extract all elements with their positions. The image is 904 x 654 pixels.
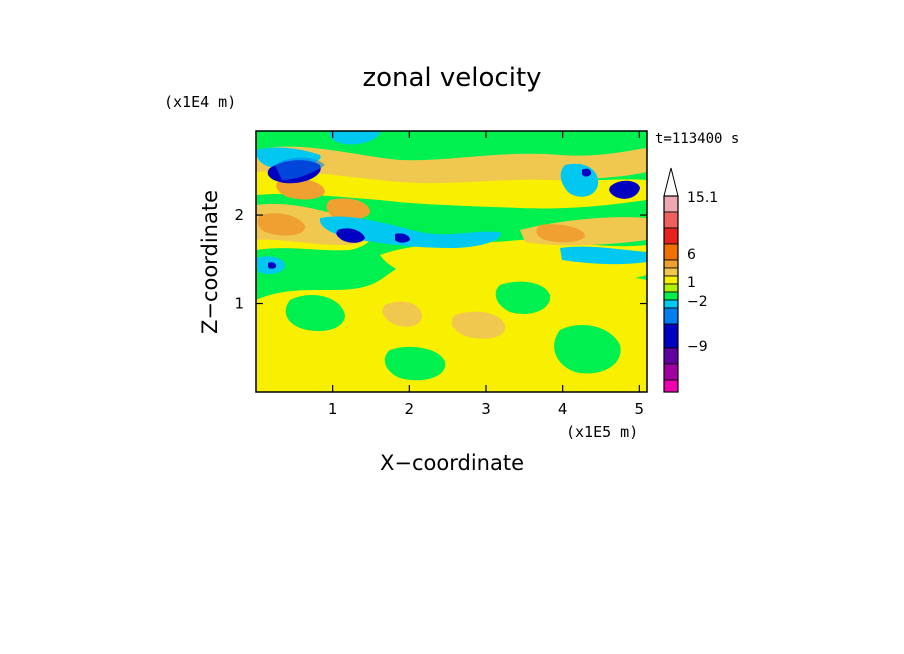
colorbar-segment (663, 307, 679, 325)
field-navy-blob-2 (336, 228, 365, 243)
heatmap-field (256, 131, 647, 392)
colorbar-segment (663, 323, 679, 349)
x-tick-label: 3 (481, 400, 491, 418)
colorbar-segment (663, 227, 679, 245)
colorbar-segment (663, 379, 679, 393)
colorbar-label-2: 1 (687, 275, 696, 291)
field-yellow-upper (256, 171, 647, 209)
field-navy-blob-6 (268, 262, 277, 269)
x-tick-label: 2 (405, 400, 415, 418)
colorbar-segment (663, 243, 679, 261)
colorbar-segment (663, 267, 679, 277)
colorbar-segment (663, 299, 679, 309)
field-green-patch-1 (285, 295, 345, 332)
field-dark-orange-3 (276, 178, 325, 200)
field-orange-lower-1 (382, 301, 422, 327)
field-green-patch-4 (384, 346, 446, 381)
field-cyan-band (319, 216, 501, 248)
field-navy-blob-3 (395, 233, 410, 243)
colorbar-label-0: 15.1 (687, 190, 718, 206)
colorbar-segment (663, 275, 679, 285)
colorbar-label-4: −9 (687, 339, 708, 355)
field-cyan-lower-right (560, 246, 647, 265)
colorbar-segment (663, 283, 679, 293)
x-tick-label: 4 (558, 400, 568, 418)
x-tick-label: 1 (328, 400, 338, 418)
field-blue-blob-1 (275, 157, 325, 180)
colorbar-frame (663, 195, 679, 393)
y-axis-label: Z−coordinate (198, 190, 222, 334)
colorbar-max-arrow (663, 167, 679, 197)
colorbar (663, 167, 679, 393)
field-yellow-bottom-left (256, 333, 341, 392)
colorbar-segment (663, 363, 679, 381)
field-green-patch-2 (495, 281, 551, 315)
colorbar-label-1: 6 (687, 247, 696, 263)
x-axis-label: X−coordinate (380, 451, 524, 475)
field-cyan-top (329, 131, 380, 145)
colorbar-segment (663, 211, 679, 229)
field-dark-orange-2 (326, 198, 370, 220)
x-tick-label: 5 (635, 400, 645, 418)
x-axis-ticks: 1 2 3 4 5 (328, 131, 644, 418)
field-orange-lower-2 (451, 311, 506, 339)
y-tick-label: 1 (234, 295, 244, 313)
field-navy-blob-4 (609, 180, 640, 199)
colorbar-segment (663, 291, 679, 301)
y-unit-label: (x1E4 m) (164, 93, 236, 111)
colorbar-segment (663, 195, 679, 213)
field-navy-blob-5 (582, 168, 592, 177)
x-unit-label: (x1E5 m) (566, 423, 638, 441)
colorbar-segment (663, 259, 679, 269)
field-green-patch-3 (554, 325, 621, 374)
chart-title: zonal velocity (362, 63, 541, 93)
y-axis-ticks: 12 (234, 206, 647, 313)
plot-frame (255, 130, 648, 393)
colorbar-label-3: −2 (687, 294, 708, 310)
time-label: t=113400 s (655, 131, 739, 147)
field-dark-orange-4 (536, 224, 585, 243)
field-dark-orange-1 (257, 213, 306, 236)
colorbar-segment (663, 347, 679, 365)
y-tick-label: 2 (234, 206, 244, 224)
